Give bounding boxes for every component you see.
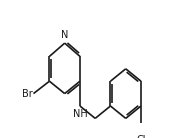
Text: Cl: Cl <box>136 135 146 138</box>
Text: NH: NH <box>72 109 87 119</box>
Text: N: N <box>61 30 68 40</box>
Text: Br: Br <box>22 89 32 99</box>
